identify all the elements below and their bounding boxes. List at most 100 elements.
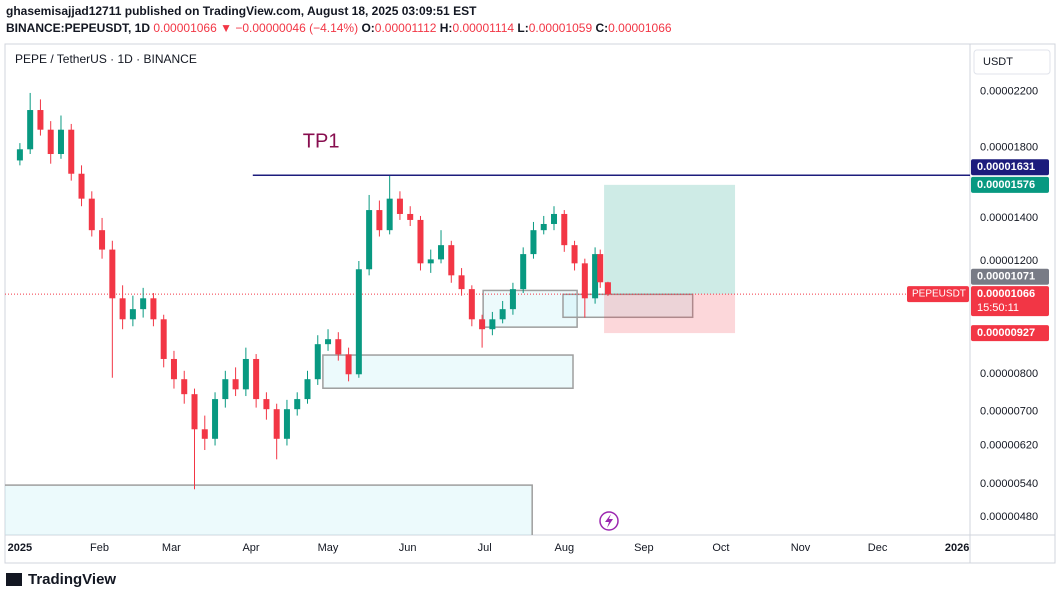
candle-body xyxy=(253,358,260,400)
candle-body xyxy=(314,344,321,380)
symbol: BINANCE:PEPEUSDT, 1D xyxy=(6,21,150,35)
x-tick-label: 2025 xyxy=(8,542,32,554)
y-tick-label: 0.00000800 xyxy=(980,368,1038,380)
candle-body xyxy=(283,409,290,439)
candle-body xyxy=(489,319,496,330)
candle-body xyxy=(386,198,393,231)
candle-body xyxy=(37,110,44,130)
candle-body xyxy=(571,245,578,264)
candle-body xyxy=(119,298,126,320)
logo-icon xyxy=(6,573,22,586)
price-badge xyxy=(971,325,1049,342)
brand: TradingView xyxy=(28,571,116,588)
x-tick-label: Feb xyxy=(90,542,109,554)
candle-body xyxy=(438,245,445,260)
target-zone xyxy=(604,184,736,295)
candle-body xyxy=(355,269,362,375)
candle-body xyxy=(263,399,270,410)
ohlc-label: H: xyxy=(440,21,453,35)
candle-body xyxy=(458,275,465,290)
candle-body xyxy=(68,129,75,174)
last-price-badge xyxy=(971,286,1049,317)
candle-body xyxy=(592,254,599,299)
candle-body xyxy=(396,198,403,214)
candle-body xyxy=(201,429,208,439)
candle-body xyxy=(417,219,424,264)
y-tick-label: 0.00001400 xyxy=(980,212,1038,224)
x-tick-label: May xyxy=(318,542,339,554)
y-tick-label: 0.00001800 xyxy=(980,142,1038,154)
y-tick-label: 0.00000700 xyxy=(980,405,1038,417)
y-tick-label: 0.00000480 xyxy=(980,511,1038,523)
price-badge xyxy=(971,176,1049,193)
price-badge-label: 0.00001071 xyxy=(977,271,1035,283)
x-tick-label: Mar xyxy=(162,542,181,554)
candle-body xyxy=(345,354,352,375)
x-tick-label: 2026 xyxy=(945,542,969,554)
last: 0.00001066 xyxy=(153,21,217,35)
candle-body xyxy=(88,198,95,231)
candle-body xyxy=(99,230,106,250)
ohlc-value: 0.00001059 xyxy=(529,21,593,35)
axes: 0.00002200 0.00001800 0.00001400 0.00001200… xyxy=(8,86,1049,554)
price-badge xyxy=(971,268,1049,285)
y-tick-label: 0.00002200 xyxy=(980,86,1038,98)
candle-body xyxy=(551,213,558,224)
symbol-badge xyxy=(907,286,969,303)
countdown: 15:50:11 xyxy=(977,302,1019,314)
candle-body xyxy=(581,263,588,299)
x-tick-label: Jul xyxy=(478,542,492,554)
candle-body xyxy=(222,379,229,400)
candle-body xyxy=(520,254,527,290)
candle-body xyxy=(540,223,547,231)
currency: USDT xyxy=(983,56,1013,68)
price-badge-label: 0.00001576 xyxy=(977,179,1035,191)
candle-body xyxy=(109,249,116,299)
candle-body xyxy=(78,173,85,199)
currency-box xyxy=(973,49,1051,75)
candle-body xyxy=(160,319,167,359)
candle-body xyxy=(366,210,373,270)
x-tick-label: Aug xyxy=(554,542,574,554)
zone xyxy=(322,354,574,389)
ohlc-value: 0.00001112 xyxy=(375,21,437,35)
candle-body xyxy=(448,245,455,276)
x-tick-label: Oct xyxy=(712,542,729,554)
plot: TP1 xyxy=(5,92,970,535)
y-tick-label: 0.00000540 xyxy=(980,478,1038,490)
candle-body xyxy=(150,298,157,320)
zone xyxy=(5,484,533,535)
publish-line: ghasemisajjad12711 published on TradingV… xyxy=(6,4,477,18)
candle-body xyxy=(232,379,239,390)
x-tick-label: Nov xyxy=(791,542,811,554)
x-tick-label: Dec xyxy=(868,542,888,554)
x-tick-label: Jun xyxy=(399,542,417,554)
candle-body xyxy=(27,110,34,150)
ohlc-label: O: xyxy=(361,21,374,35)
x-tick-label: Apr xyxy=(242,542,259,554)
price-badge-label: 0.00000927 xyxy=(977,327,1035,339)
y-tick-label: 0.00001200 xyxy=(980,255,1038,267)
event-bolt xyxy=(605,514,613,528)
candle-body xyxy=(191,394,198,430)
symbol-badge-label: PEPEUSDT xyxy=(912,289,966,300)
change: ▼ −0.00000046 (−4.14%) xyxy=(220,21,358,35)
price-badge-label: 0.00001631 xyxy=(977,161,1035,173)
candle-body xyxy=(479,319,486,330)
candle-body xyxy=(57,129,64,155)
candle-body xyxy=(561,213,568,246)
candle-body xyxy=(335,339,342,355)
candle-body xyxy=(242,358,249,390)
candle-body xyxy=(140,298,147,310)
candle-body xyxy=(170,358,177,380)
candle-body xyxy=(212,399,219,439)
candle-body xyxy=(325,339,332,345)
y-tick-label: 0.00000620 xyxy=(980,439,1038,451)
candle-body xyxy=(181,379,188,395)
candle-body xyxy=(273,409,280,439)
candle-body xyxy=(407,213,414,220)
candle-body xyxy=(304,379,311,400)
zone xyxy=(482,289,578,328)
candle-body xyxy=(294,399,301,410)
